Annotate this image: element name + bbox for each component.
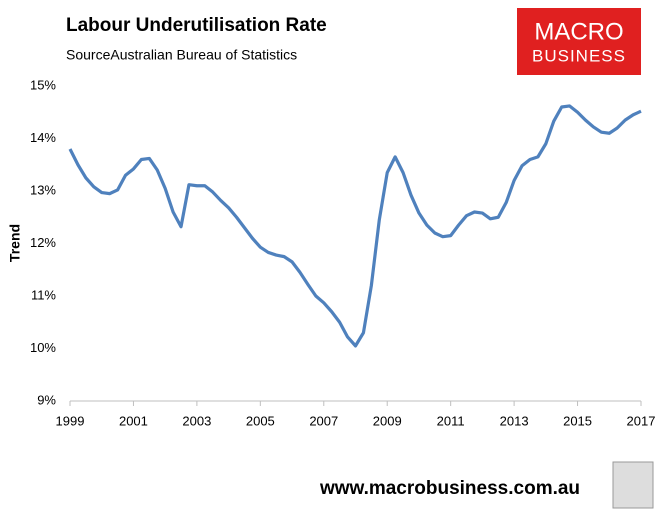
x-tick-label: 2017 (627, 413, 656, 428)
x-tick-label: 2007 (309, 413, 338, 428)
y-axis-label: Trend (7, 224, 23, 262)
y-tick-label: 13% (30, 182, 56, 197)
x-tick-label: 2009 (373, 413, 402, 428)
x-tick-label: 2003 (182, 413, 211, 428)
logo-text: MACRO (534, 18, 623, 45)
data-line (68, 104, 642, 348)
x-tick-label: 2011 (437, 413, 465, 428)
y-tick-label: 9% (37, 392, 56, 407)
x-tick-label: 1999 (56, 413, 85, 428)
y-tick-label: 14% (30, 130, 56, 145)
x-tick-label: 2001 (119, 413, 148, 428)
y-tick-label: 15% (30, 77, 56, 92)
mascot-image (612, 461, 654, 509)
chart-title: Labour Underutilisation Rate (66, 15, 327, 36)
chart-subtitle: SourceAustralian Bureau of Statistics (66, 47, 297, 63)
y-tick-label: 10% (30, 340, 56, 355)
x-tick-label: 2005 (246, 413, 275, 428)
x-tick-label: 2013 (500, 413, 529, 428)
y-tick-label: 12% (30, 235, 56, 250)
footer: www.macrobusiness.com.au (319, 478, 580, 499)
logo-text: BUSINESS (532, 46, 626, 65)
y-tick-label: 11% (31, 287, 56, 302)
x-tick-label: 2015 (563, 413, 592, 428)
logo-box (517, 8, 641, 75)
